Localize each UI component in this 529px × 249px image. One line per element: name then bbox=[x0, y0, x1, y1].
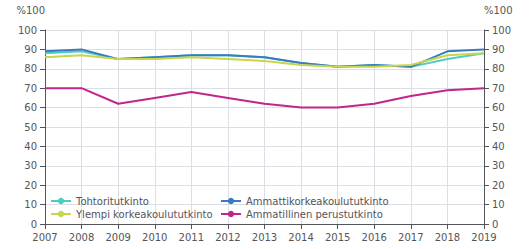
svg-text:2015: 2015 bbox=[325, 232, 350, 243]
svg-text:60: 60 bbox=[492, 102, 505, 113]
svg-text:2013: 2013 bbox=[252, 232, 277, 243]
svg-text:70: 70 bbox=[24, 83, 37, 94]
svg-text:Tohtoritutkinto: Tohtoritutkinto bbox=[75, 196, 149, 207]
svg-text:Ylempi korkeakoulututkinto: Ylempi korkeakoulututkinto bbox=[75, 209, 213, 220]
svg-text:2014: 2014 bbox=[288, 232, 313, 243]
svg-text:70: 70 bbox=[492, 83, 505, 94]
svg-text:Ammattikorkeakoulututkinto: Ammattikorkeakoulututkinto bbox=[246, 196, 389, 207]
svg-text:2016: 2016 bbox=[362, 232, 387, 243]
svg-text:50: 50 bbox=[492, 122, 505, 133]
svg-text:80: 80 bbox=[492, 63, 505, 74]
svg-text:30: 30 bbox=[24, 160, 37, 171]
svg-text:80: 80 bbox=[24, 63, 37, 74]
svg-text:10: 10 bbox=[492, 199, 505, 210]
svg-text:2011: 2011 bbox=[179, 232, 204, 243]
svg-text:0: 0 bbox=[492, 219, 498, 230]
svg-text:50: 50 bbox=[24, 122, 37, 133]
svg-text:%100: %100 bbox=[16, 5, 45, 16]
svg-text:90: 90 bbox=[492, 44, 505, 55]
svg-text:0: 0 bbox=[31, 219, 37, 230]
svg-text:40: 40 bbox=[492, 141, 505, 152]
svg-text:2009: 2009 bbox=[105, 232, 130, 243]
svg-text:10: 10 bbox=[24, 199, 37, 210]
svg-text:20: 20 bbox=[24, 180, 37, 191]
svg-text:60: 60 bbox=[24, 102, 37, 113]
svg-text:2012: 2012 bbox=[215, 232, 240, 243]
svg-text:90: 90 bbox=[24, 44, 37, 55]
svg-text:2007: 2007 bbox=[32, 232, 57, 243]
svg-text:100: 100 bbox=[492, 25, 511, 36]
svg-text:Ammatillinen perustutkinto: Ammatillinen perustutkinto bbox=[246, 209, 383, 220]
svg-text:20: 20 bbox=[492, 180, 505, 191]
svg-text:2018: 2018 bbox=[435, 232, 460, 243]
svg-text:30: 30 bbox=[492, 160, 505, 171]
svg-text:100: 100 bbox=[18, 25, 37, 36]
svg-text:2008: 2008 bbox=[69, 232, 94, 243]
svg-text:2019: 2019 bbox=[471, 232, 496, 243]
svg-text:2017: 2017 bbox=[398, 232, 423, 243]
svg-text:40: 40 bbox=[24, 141, 37, 152]
svg-text:%100: %100 bbox=[484, 5, 513, 16]
svg-text:2010: 2010 bbox=[142, 232, 167, 243]
